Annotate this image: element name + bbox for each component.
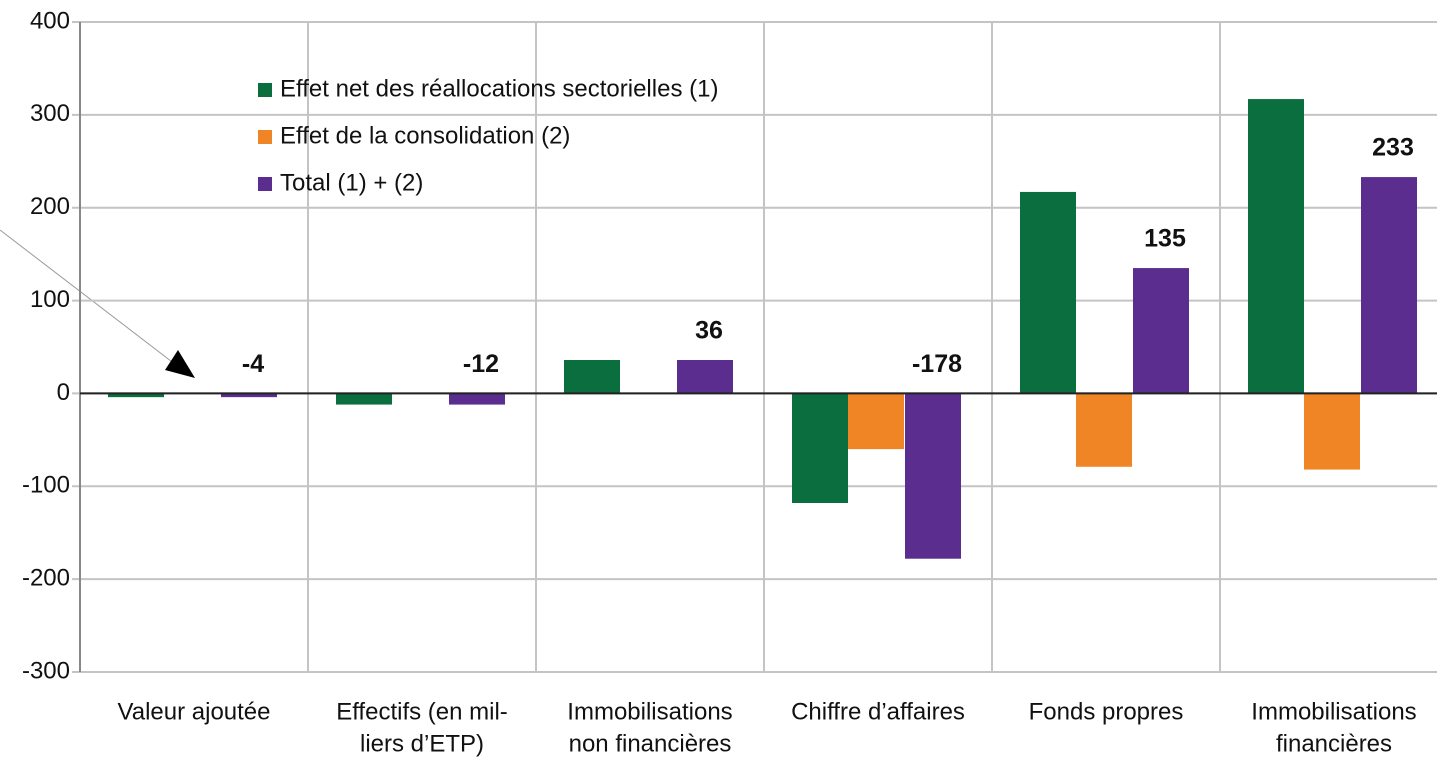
data-label: 233: [1372, 134, 1414, 162]
x-tick-label: Valeur ajoutée: [118, 698, 271, 725]
bar: [564, 360, 620, 394]
legend-swatch: [258, 83, 272, 97]
bar: [792, 393, 848, 503]
bar: [1076, 393, 1132, 467]
y-tick-label: -300: [22, 657, 70, 684]
x-tick-label: Immobilisations: [1251, 698, 1416, 725]
data-label: 36: [695, 317, 723, 345]
y-tick-label: 0: [57, 379, 70, 406]
bar: [1304, 393, 1360, 470]
y-tick-label: -100: [22, 472, 70, 499]
x-tick-label: liers d’ETP): [360, 730, 484, 757]
legend-label: Total (1) + (2): [280, 169, 423, 196]
bar: [449, 393, 505, 405]
bar: [1361, 177, 1417, 394]
legend-label: Effet de la consolidation (2): [280, 122, 570, 149]
legend-swatch: [258, 130, 272, 144]
x-tick-label: Fonds propres: [1029, 698, 1184, 725]
data-label: -178: [912, 350, 962, 378]
y-tick-label: 200: [30, 193, 70, 220]
y-tick-label: 100: [30, 286, 70, 313]
bar: [677, 360, 733, 394]
bar: [905, 393, 961, 559]
arrow-line: [0, 229, 181, 369]
bar: [1248, 99, 1304, 394]
x-tick-label: Effectifs (en mil-: [336, 698, 508, 725]
x-tick-label: Chiffre d’affaires: [791, 698, 965, 725]
data-label: 135: [1144, 225, 1186, 253]
y-tick-label: -200: [22, 564, 70, 591]
bar: [336, 393, 392, 405]
bar: [1020, 191, 1076, 394]
y-tick-label: 400: [30, 7, 70, 34]
y-tick-label: 300: [30, 100, 70, 127]
bar: [221, 393, 277, 398]
arrow-head: [165, 350, 195, 378]
bar: [848, 393, 904, 450]
legend-swatch: [258, 177, 272, 191]
bar: [1133, 268, 1189, 394]
data-label: -12: [463, 350, 499, 378]
x-tick-label: Immobilisations: [567, 698, 732, 725]
x-tick-label: financières: [1276, 730, 1392, 757]
x-tick-label: non financières: [569, 730, 732, 757]
bar: [108, 393, 164, 398]
legend-label: Effet net des réallocations sectorielles…: [280, 75, 718, 102]
data-label: -4: [242, 350, 264, 378]
